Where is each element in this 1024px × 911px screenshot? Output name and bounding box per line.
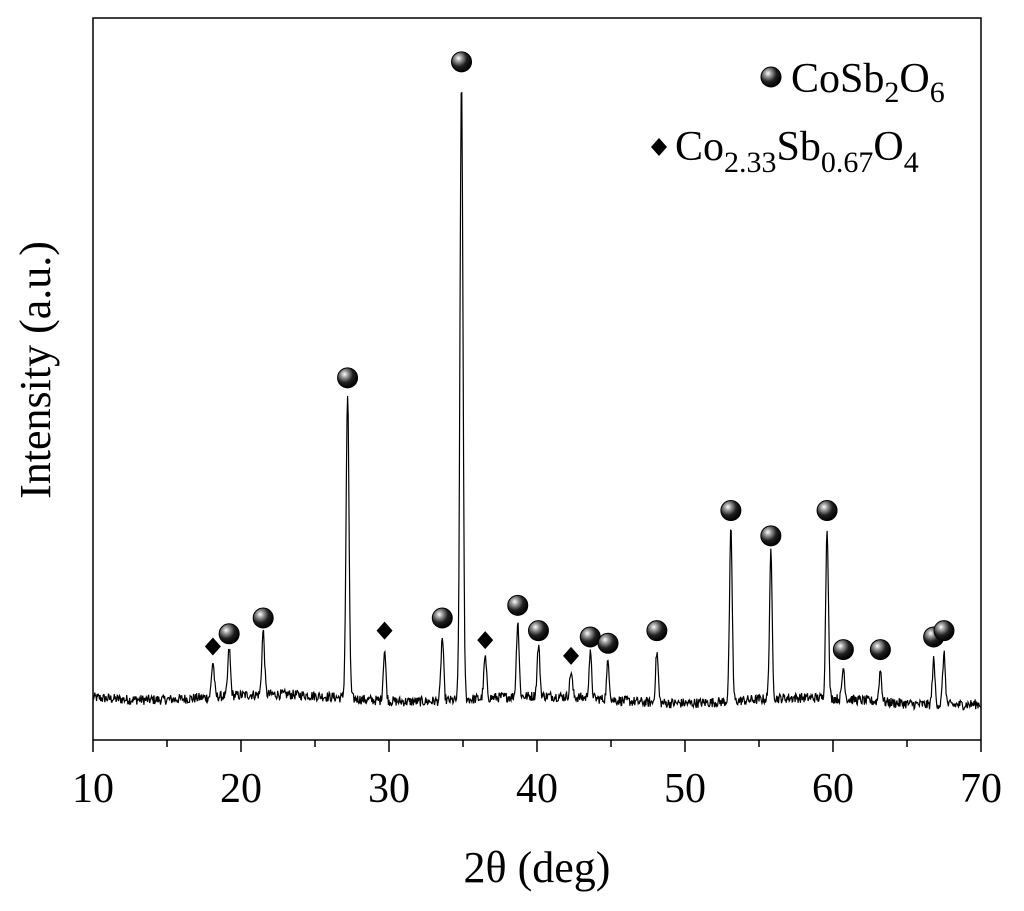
- legend: CoSb2O6 Co2.33Sb0.67O4: [651, 56, 945, 179]
- x-tick-label: 70: [960, 766, 1002, 812]
- cosb2o6-peak-marker: [933, 620, 955, 642]
- cosb2o6-peak-marker: [507, 594, 529, 616]
- x-axis-title: 2θ (deg): [464, 843, 611, 892]
- cosb2o6-peak-marker: [451, 51, 473, 73]
- co233sb067o4-peak-marker: [477, 631, 494, 650]
- legend-label-cosb2o6: CoSb2O6: [791, 56, 945, 109]
- peak-markers: [204, 51, 955, 665]
- cosb2o6-peak-marker: [252, 607, 274, 629]
- cosb2o6-peak-marker: [337, 367, 359, 389]
- cosb2o6-peak-marker: [832, 639, 854, 661]
- x-tick-label: 20: [220, 766, 262, 812]
- cosb2o6-peak-marker: [579, 626, 601, 648]
- x-tick-label: 50: [664, 766, 706, 812]
- legend-item-cosb2o6: CoSb2O6: [760, 56, 945, 109]
- x-tick-label: 10: [72, 766, 114, 812]
- legend-diamond-marker: [651, 138, 667, 156]
- cosb2o6-peak-marker: [816, 500, 838, 522]
- x-tick-label: 40: [516, 766, 558, 812]
- cosb2o6-peak-marker: [218, 623, 240, 645]
- x-axis-ticks: [92, 740, 982, 752]
- cosb2o6-peak-marker: [431, 607, 453, 629]
- cosb2o6-peak-marker: [869, 639, 891, 661]
- cosb2o6-peak-marker: [597, 632, 619, 654]
- co233sb067o4-peak-marker: [204, 637, 221, 656]
- cosb2o6-peak-marker: [646, 620, 668, 642]
- legend-circle-marker: [760, 66, 782, 88]
- x-tick-label: 60: [812, 766, 854, 812]
- cosb2o6-peak-marker: [760, 525, 782, 547]
- legend-item-co233sb067o4: Co2.33Sb0.67O4: [651, 124, 919, 179]
- cosb2o6-peak-marker: [720, 500, 742, 522]
- y-axis-title: Intensity (a.u.): [11, 241, 60, 499]
- x-tick-label: 30: [368, 766, 410, 812]
- xrd-pattern-line: [92, 91, 982, 712]
- co233sb067o4-peak-marker: [563, 646, 580, 665]
- x-axis-tick-labels: 10 20 30 40 50 60 70: [72, 766, 1002, 812]
- legend-label-co233sb067o4: Co2.33Sb0.67O4: [675, 124, 919, 179]
- co233sb067o4-peak-marker: [376, 621, 393, 640]
- cosb2o6-peak-marker: [527, 620, 549, 642]
